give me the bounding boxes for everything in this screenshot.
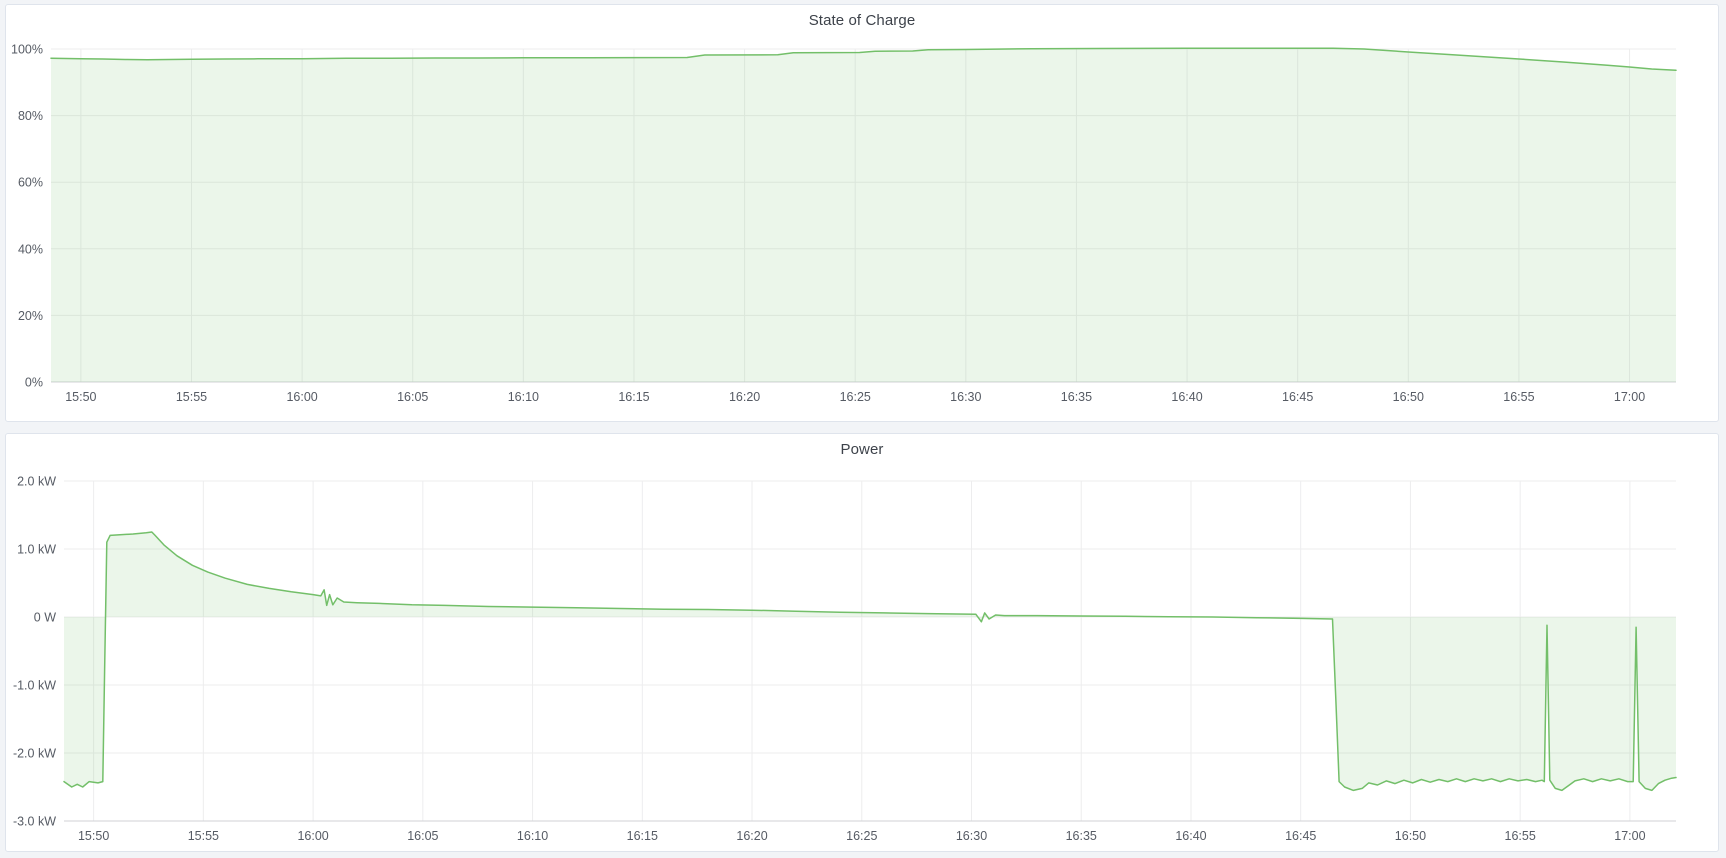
x-tick-label: 16:20 [729, 390, 760, 404]
x-tick-label: 15:55 [176, 390, 207, 404]
x-tick-label: 16:55 [1503, 390, 1534, 404]
x-tick-label: 15:55 [188, 829, 219, 843]
y-tick-label: 2.0 kW [17, 475, 56, 489]
y-tick-label: -3.0 kW [13, 815, 56, 829]
x-tick-label: 16:50 [1395, 829, 1426, 843]
y-tick-label: 100% [11, 43, 43, 57]
y-tick-label: -2.0 kW [13, 747, 56, 761]
x-tick-label: 16:55 [1505, 829, 1536, 843]
x-tick-label: 16:35 [1061, 390, 1092, 404]
y-tick-label: 20% [18, 309, 43, 323]
y-tick-label: 80% [18, 109, 43, 123]
y-tick-label: 60% [18, 176, 43, 190]
x-tick-label: 16:50 [1393, 390, 1424, 404]
x-tick-label: 16:45 [1282, 390, 1313, 404]
x-tick-label: 16:00 [297, 829, 328, 843]
x-tick-label: 16:30 [956, 829, 987, 843]
y-tick-label: 1.0 kW [17, 543, 56, 557]
x-tick-label: 16:00 [286, 390, 317, 404]
x-tick-label: 16:15 [618, 390, 649, 404]
x-tick-label: 16:05 [397, 390, 428, 404]
x-tick-label: 16:35 [1066, 829, 1097, 843]
panel-header: Power [6, 434, 1718, 464]
x-tick-label: 17:00 [1614, 390, 1645, 404]
panel-title-state-of-charge[interactable]: State of Charge [808, 11, 916, 29]
y-tick-label: 40% [18, 242, 43, 256]
power-chart[interactable]: -3.0 kW -2.0 kW -1.0 kW 0 W 1.0 kW 2.0 kW 15:5… [6, 464, 1718, 851]
x-tick-label: 17:00 [1614, 829, 1645, 843]
x-tick-label: 15:50 [78, 829, 109, 843]
x-tick-label: 16:30 [950, 390, 981, 404]
x-tick-label: 16:40 [1175, 829, 1206, 843]
x-tick-label: 16:20 [736, 829, 767, 843]
panel-state-of-charge: State of Charge 0% 20% 40% 60% 80% 100% 15:50 1… [5, 4, 1719, 422]
x-tick-label: 16:25 [846, 829, 877, 843]
y-tick-label: 0% [25, 376, 43, 390]
soc-chart[interactable]: 0% 20% 40% 60% 80% 100% 15:50 15:55 16:00 16:05 16… [6, 35, 1718, 421]
y-tick-label: -1.0 kW [13, 679, 56, 693]
x-tick-label: 15:50 [65, 390, 96, 404]
x-tick-label: 16:40 [1171, 390, 1202, 404]
x-tick-label: 16:10 [517, 829, 548, 843]
x-tick-label: 16:45 [1285, 829, 1316, 843]
panel-title-power[interactable]: Power [840, 440, 884, 458]
y-tick-label: 0 W [34, 611, 56, 625]
x-tick-label: 16:15 [627, 829, 658, 843]
panel-header: State of Charge [6, 5, 1718, 35]
x-tick-label: 16:05 [407, 829, 438, 843]
x-tick-label: 16:25 [840, 390, 871, 404]
panel-power: Power -3.0 kW -2.0 kW -1.0 kW 0 W 1.0 kW 2.0 … [5, 433, 1719, 852]
x-tick-label: 16:10 [508, 390, 539, 404]
